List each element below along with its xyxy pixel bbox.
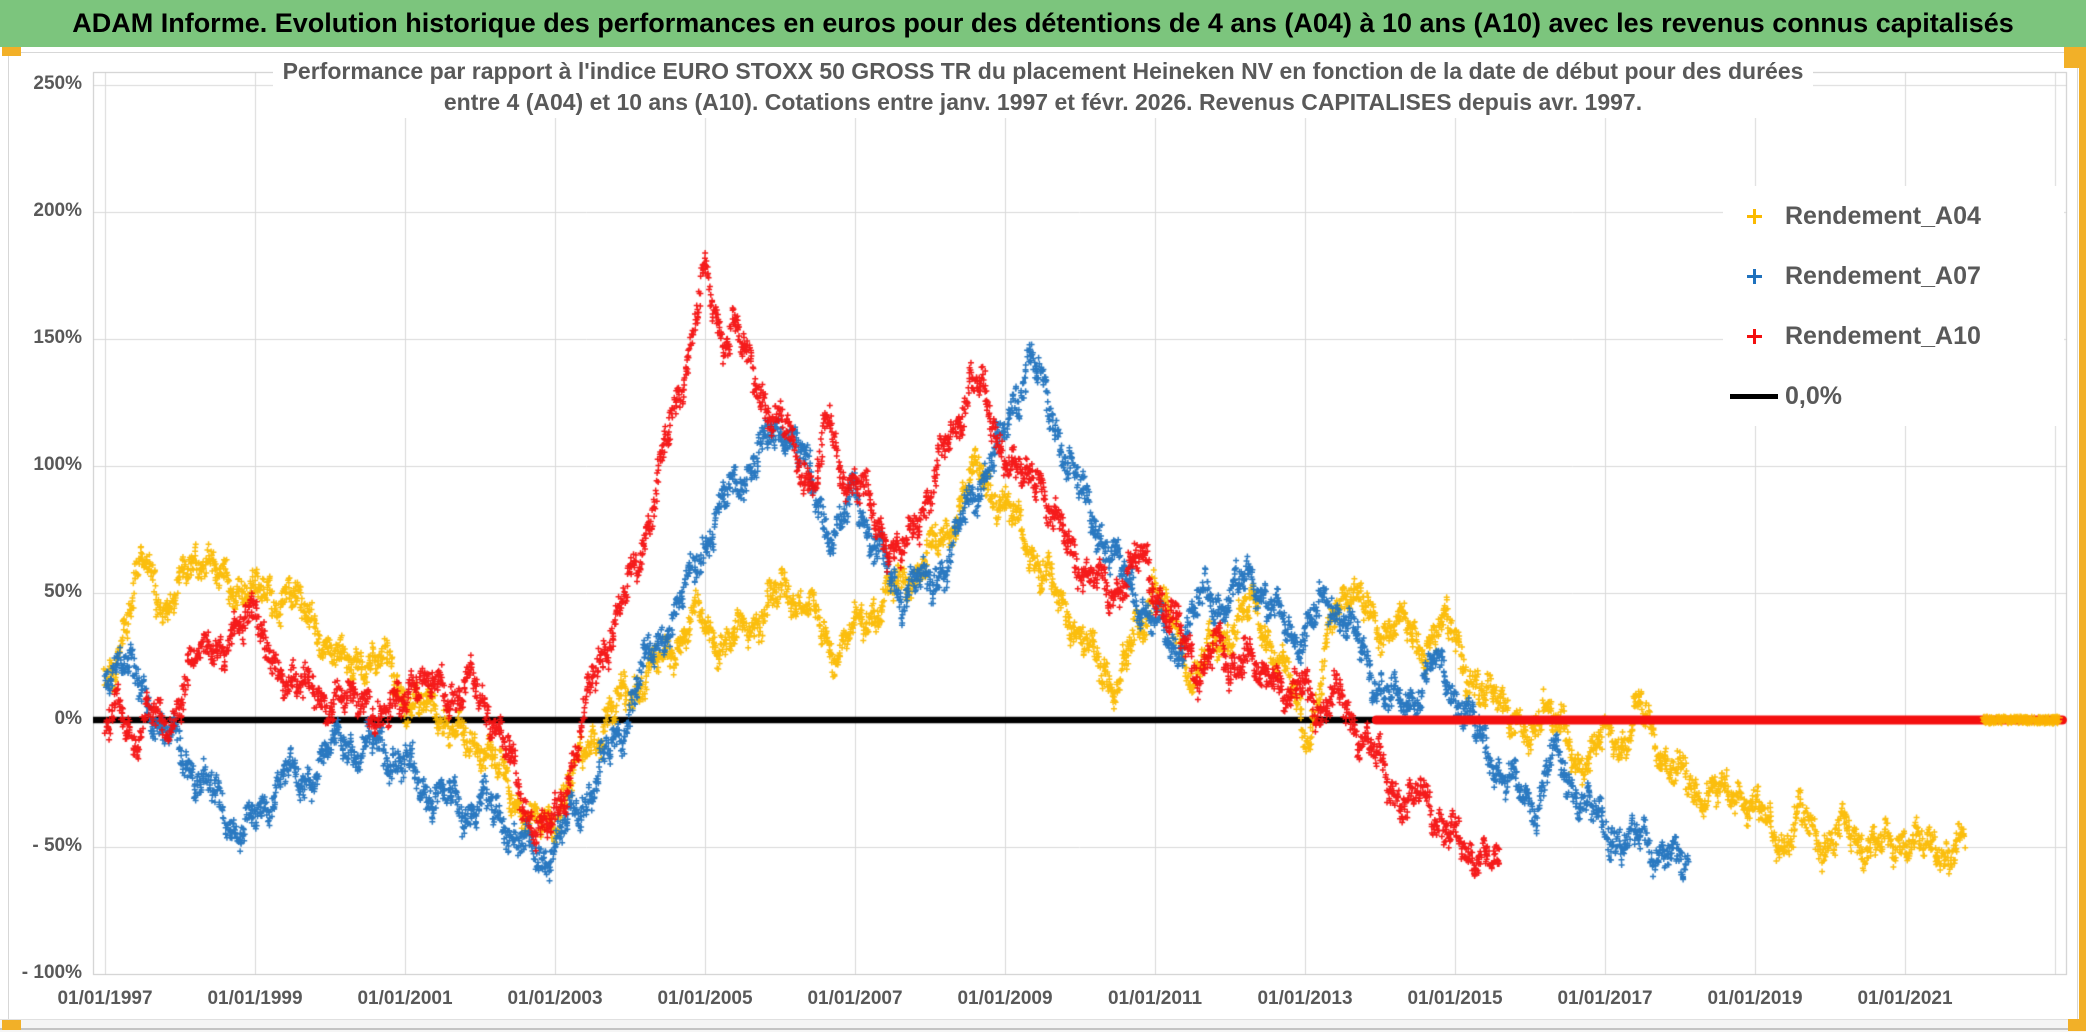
zero-line-swatch-icon [1730, 393, 1778, 399]
legend-item-zero-line: 0,0% [1723, 366, 2064, 426]
chart-legend: Rendement_A04 Rendement_A07 Rendement_A10 0… [1723, 186, 2064, 426]
x-axis-tick: 01/01/2015 [1407, 988, 1503, 1009]
x-axis-tick: 01/01/2013 [1257, 988, 1353, 1009]
y-axis-tick: 250% [33, 73, 82, 94]
plus-marker-icon [1723, 208, 1785, 224]
y-axis-tick: - 100% [21, 962, 82, 983]
bottom-strip-line [0, 1028, 2086, 1030]
x-axis-tick: 01/01/2003 [507, 988, 603, 1009]
y-axis-tick: 100% [33, 454, 82, 475]
legend-item-rendement_a10: Rendement_A10 [1723, 306, 2064, 366]
chart-title-line2: entre 4 (A04) et 10 ans (A10). Cotations… [443, 89, 1643, 115]
legend-item-rendement_a07: Rendement_A07 [1723, 246, 2064, 306]
x-axis-tick: 01/01/2005 [657, 988, 753, 1009]
accent-right-strip [2079, 47, 2086, 1031]
y-axis-tick: 50% [43, 581, 82, 602]
plus-marker-icon [1723, 328, 1785, 344]
y-axis-tick: 150% [33, 327, 82, 348]
x-axis-tick: 01/01/2011 [1107, 988, 1203, 1009]
x-axis-tick: 01/01/2017 [1557, 988, 1653, 1009]
x-axis-tick: 01/01/2007 [807, 988, 903, 1009]
legend-label: Rendement_A07 [1785, 261, 1981, 290]
x-axis-tick: 01/01/2021 [1857, 988, 1953, 1009]
legend-item-rendement_a04: Rendement_A04 [1723, 186, 2064, 246]
y-axis-tick: 200% [33, 200, 82, 221]
accent-bottom-left [2, 1020, 21, 1030]
y-axis-tick: - 50% [32, 835, 82, 856]
legend-label: Rendement_A04 [1785, 201, 1981, 230]
x-axis-tick: 01/01/1997 [57, 988, 153, 1009]
accent-top-left [2, 47, 21, 56]
legend-label: Rendement_A10 [1785, 321, 1981, 350]
x-axis-tick: 01/01/2009 [957, 988, 1053, 1009]
y-axis-tick: 0% [54, 708, 82, 729]
legend-label: 0,0% [1785, 381, 1842, 410]
x-axis-tick: 01/01/2001 [357, 988, 453, 1009]
chart-title: Performance par rapport à l'indice EURO … [0, 56, 2086, 118]
plus-marker-icon [1723, 268, 1785, 284]
chart-title-line1: Performance par rapport à l'indice EURO … [282, 58, 1804, 84]
bottom-strip [0, 1019, 2086, 1032]
accent-bottom-right [2068, 1019, 2086, 1031]
x-axis-tick: 01/01/1999 [207, 988, 303, 1009]
x-axis-tick: 01/01/2019 [1707, 988, 1803, 1009]
